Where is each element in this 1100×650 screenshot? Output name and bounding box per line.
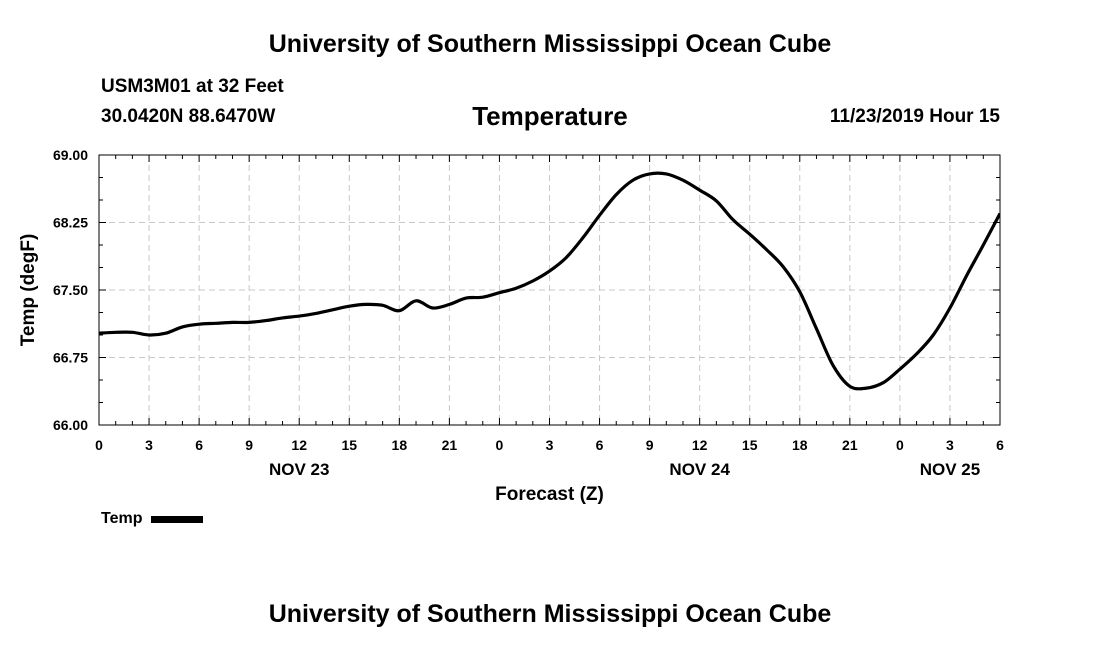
y-axis-title: Temp (degF) — [18, 234, 39, 347]
x-tick-label: 18 — [792, 437, 808, 453]
y-tick-label: 66.00 — [53, 417, 88, 433]
x-tick-label: 9 — [646, 437, 654, 453]
date-label: NOV 23 — [269, 460, 329, 479]
legend: Temp — [101, 510, 204, 528]
legend-swatch — [151, 515, 204, 523]
x-tick-label: 9 — [245, 437, 253, 453]
chart-title: Temperature — [472, 101, 628, 131]
x-tick-label: 15 — [341, 437, 357, 453]
y-tick-label: 67.50 — [53, 282, 88, 298]
x-axis-title: Forecast (Z) — [495, 484, 604, 505]
forecast-timestamp: 11/23/2019 Hour 15 — [829, 106, 1000, 127]
x-tick-label: 3 — [546, 437, 554, 453]
date-label: NOV 24 — [669, 460, 730, 479]
x-tick-label: 15 — [742, 437, 758, 453]
footer-title: University of Southern Mississippi Ocean… — [268, 600, 832, 628]
y-tick-label: 69.00 — [53, 147, 88, 163]
x-tick-label: 0 — [95, 437, 103, 453]
station-coordinates: 30.0420N 88.6470W — [101, 106, 276, 127]
x-tick-label: 3 — [946, 437, 954, 453]
x-tick-label: 0 — [896, 437, 904, 453]
x-tick-label: 18 — [392, 437, 408, 453]
y-tick-label: 66.75 — [53, 350, 88, 366]
x-tick-label: 21 — [442, 437, 458, 453]
x-tick-label: 12 — [692, 437, 708, 453]
x-tick-label: 12 — [291, 437, 307, 453]
legend-label: Temp — [101, 510, 143, 527]
x-tick-label: 6 — [996, 437, 1004, 453]
x-tick-label: 3 — [145, 437, 153, 453]
x-tick-label: 6 — [596, 437, 604, 453]
page-title: University of Southern Mississippi Ocean… — [268, 30, 832, 58]
series-line-temp — [99, 171, 1000, 391]
station-name: USM3M01 at 32 Feet — [101, 76, 284, 97]
x-tick-label: 0 — [496, 437, 504, 453]
y-tick-label: 68.25 — [53, 215, 88, 231]
x-tick-label: 21 — [842, 437, 858, 453]
x-tick-label: 6 — [195, 437, 203, 453]
date-label: NOV 25 — [920, 460, 980, 479]
